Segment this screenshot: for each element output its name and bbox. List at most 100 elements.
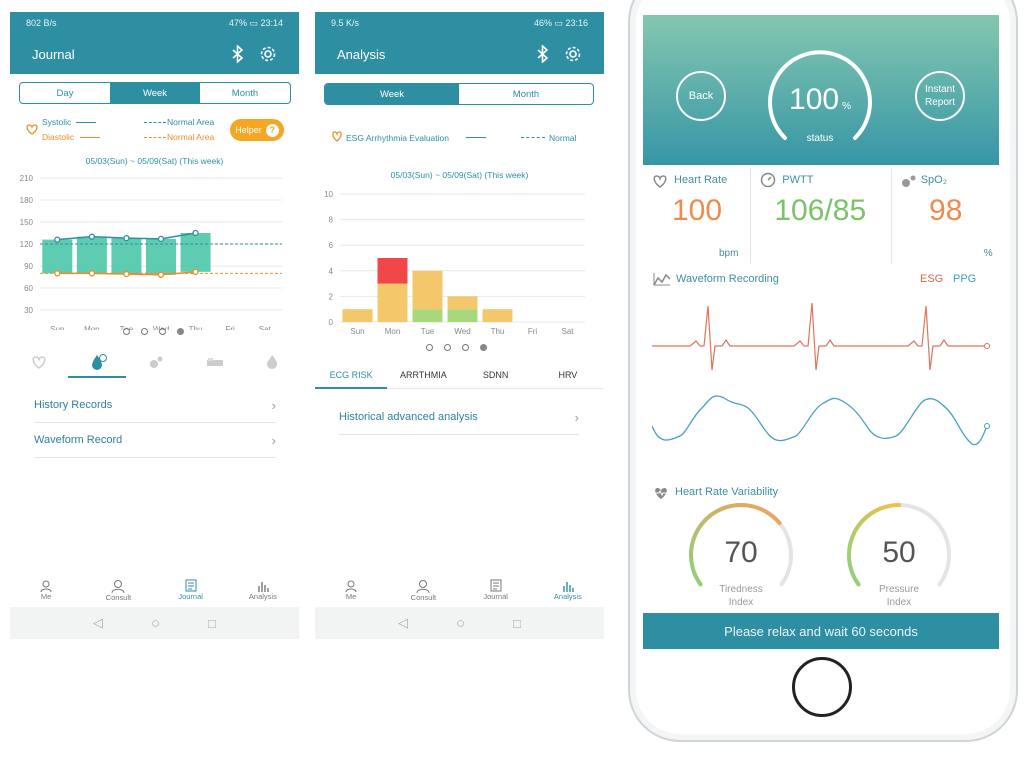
bp-bar: [146, 238, 176, 275]
tab-week[interactable]: Week: [110, 83, 200, 103]
page-dot-active[interactable]: [177, 328, 184, 335]
speedometer-icon: [761, 172, 776, 188]
tab-week[interactable]: Week: [325, 84, 459, 104]
page-dot[interactable]: [444, 344, 451, 351]
bar-segment-yellow: [412, 270, 443, 310]
tab-month[interactable]: Month: [231, 87, 259, 99]
nav-journal-label: Journal: [178, 592, 203, 601]
nav-me[interactable]: Me: [10, 573, 82, 607]
bar-segment-yellow: [482, 309, 513, 322]
blood-drop-icon[interactable]: [89, 353, 107, 371]
nav-analysis[interactable]: Analysis: [227, 573, 299, 607]
measurement-header: Back Instant Report 100% status: [643, 15, 999, 165]
instant-report-label-2: Report: [924, 97, 955, 108]
tab-ecg-risk[interactable]: ECG RISK: [329, 370, 373, 380]
bluetooth-icon[interactable]: [536, 45, 550, 63]
status-bar: 9.5 K/s 46% ▭ 23:16: [315, 12, 604, 34]
nav-consult[interactable]: Consult: [387, 573, 459, 607]
x-tick-label: Mon: [385, 327, 401, 336]
page-title: Journal: [32, 46, 75, 62]
tab-hrv[interactable]: HRV: [558, 370, 578, 380]
chevron-right-icon: ›: [271, 432, 276, 448]
y-tick-label: 4: [329, 267, 334, 276]
historical-analysis-row[interactable]: Historical advanced analysis ›: [339, 400, 579, 435]
gear-icon[interactable]: [259, 45, 277, 63]
page-dot[interactable]: [141, 328, 148, 335]
back-button[interactable]: Back: [676, 71, 726, 121]
instant-report-label: Instant: [924, 84, 956, 95]
waveform-record-row[interactable]: Waveform Record ›: [34, 423, 276, 458]
legend-systolic: Systolic: [42, 117, 72, 127]
legend-normal: Normal: [549, 133, 577, 143]
nav-me-label: Me: [345, 591, 357, 601]
helper-button[interactable]: Helper ?: [230, 119, 284, 141]
status-label: status: [806, 133, 834, 144]
tab-day[interactable]: Day: [56, 87, 74, 99]
x-tick-label: Fri: [225, 325, 235, 330]
bluetooth-icon[interactable]: [231, 45, 245, 63]
nav-me[interactable]: Me: [315, 573, 387, 607]
series-point-1: [157, 271, 165, 278]
battery-level: 47%: [228, 17, 247, 28]
tab-sdnn[interactable]: SDNN: [482, 370, 509, 380]
waveform-plot: [652, 302, 990, 446]
nav-journal[interactable]: Journal: [155, 573, 227, 607]
status-bar: 802 B/s 47% ▭ 23:14: [10, 12, 299, 34]
hrv-title: Heart Rate Variability: [675, 486, 779, 498]
bp-bar: [42, 239, 73, 274]
app-bar: Analysis: [315, 34, 604, 74]
fire-icon[interactable]: [266, 354, 278, 370]
page-dot[interactable]: [462, 344, 469, 351]
date-range: 05/03(Sun) ~ 05/09(Sat) (This week): [390, 170, 529, 180]
nav-consult[interactable]: Consult: [82, 573, 154, 607]
home-circle-icon[interactable]: ○: [456, 614, 466, 632]
page-dot[interactable]: [159, 328, 166, 335]
back-triangle-icon[interactable]: ◁: [398, 615, 409, 630]
pressure-gauge: [847, 503, 951, 587]
tab-divider: [315, 388, 604, 389]
nav-analysis[interactable]: Analysis: [532, 573, 604, 607]
page-dot[interactable]: [123, 328, 130, 335]
waveform-esg-toggle[interactable]: ESG: [920, 273, 944, 285]
analysis-tabs: ECG RISK ARRTHMIA SDNN HRV: [315, 362, 604, 388]
page-dot[interactable]: [426, 344, 433, 351]
heart-rate-unit: bpm: [719, 248, 739, 259]
history-records-row[interactable]: History Records ›: [34, 388, 276, 423]
spo2-unit: %: [983, 248, 993, 259]
sleep-icon[interactable]: [206, 356, 224, 368]
series-point-0: [54, 236, 61, 243]
tab-month[interactable]: Month: [512, 88, 540, 100]
tab-arrhythmia[interactable]: ARRTHMIA: [399, 370, 447, 380]
spo2-value: 98: [929, 194, 963, 227]
series-point-0: [88, 233, 96, 240]
bar-segment-green: [447, 309, 478, 322]
page-dot-active[interactable]: [480, 344, 487, 351]
series-point-1: [192, 268, 199, 276]
nav-journal[interactable]: Journal: [460, 573, 532, 607]
heart-icon: [653, 175, 667, 188]
y-tick-label: 120: [20, 240, 34, 249]
x-tick-label: Tue: [120, 325, 134, 330]
back-triangle-icon[interactable]: ◁: [93, 615, 104, 630]
spo2-card: SpO₂ 98 %: [892, 168, 999, 264]
x-tick-label: Wed: [153, 325, 169, 330]
tiredness-label: Tiredness: [719, 584, 763, 595]
spo2-icon[interactable]: [148, 355, 164, 369]
instant-report-button[interactable]: Instant Report: [915, 71, 965, 121]
status-value: 100: [789, 83, 840, 116]
ppg-waveform: [652, 395, 988, 446]
status-value-wrap: 100%: [763, 83, 877, 117]
waveform-ppg-toggle[interactable]: PPG: [953, 273, 977, 285]
status-unit: %: [842, 101, 851, 112]
legend-arrhythmia: ESG Arrhythmia Evaluation: [346, 133, 449, 143]
home-circle-icon[interactable]: ○: [151, 614, 161, 632]
chevron-right-icon: ›: [271, 397, 276, 413]
legend-diastolic-line: [80, 137, 100, 138]
nav-me-label: Me: [40, 591, 52, 601]
recents-square-icon[interactable]: □: [208, 615, 216, 631]
gear-icon[interactable]: [564, 45, 582, 63]
recents-square-icon[interactable]: □: [513, 615, 521, 631]
heart-icon[interactable]: [31, 355, 47, 369]
heart-pulse-icon: [655, 488, 667, 499]
home-button[interactable]: [792, 657, 852, 717]
